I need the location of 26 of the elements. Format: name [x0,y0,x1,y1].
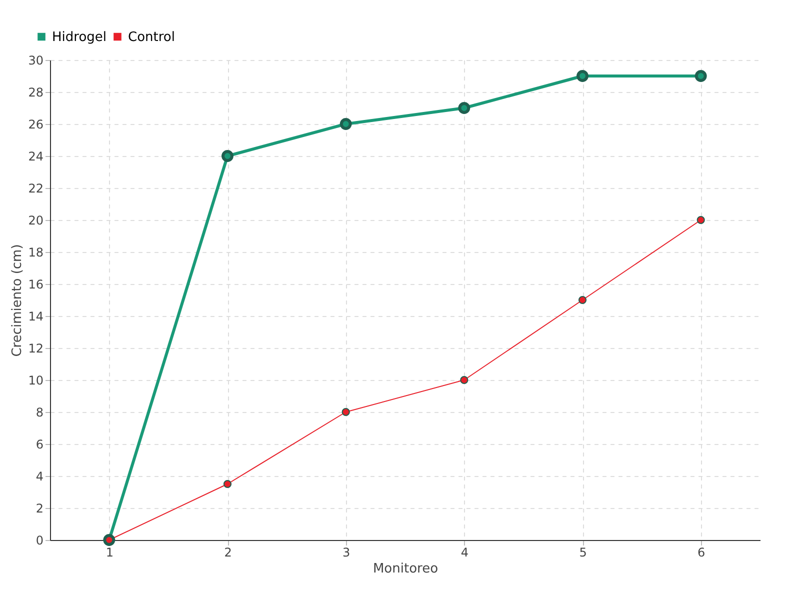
y-tick-label: 22 [28,182,44,196]
legend-label: Control [128,30,175,45]
y-tick-label: 18 [28,246,44,260]
y-axis-title: Crecimiento (cm) [10,244,26,357]
y-tick-label: 20 [28,214,44,228]
y-tick-label: 6 [36,438,44,452]
y-tick-label: 12 [28,342,44,356]
y-tick-label: 28 [28,86,44,100]
legend-label: Hidrogel [52,30,107,45]
x-tick-label: 5 [579,546,587,560]
y-tick-label: 0 [36,534,44,548]
y-tick-label: 4 [36,470,44,484]
x-tick-label: 6 [698,546,706,560]
y-tick-label: 24 [28,150,44,164]
y-tick-label: 16 [28,278,44,292]
x-tick-label: 1 [106,546,114,560]
x-axis-title: Monitoreo [372,562,438,576]
x-tick-label: 2 [224,546,232,560]
y-tick-label: 2 [36,502,44,516]
y-tick-label: 14 [28,310,44,324]
y-tick-label: 30 [28,54,44,68]
x-tick-label: 4 [460,546,468,560]
x-tick-label: 3 [342,546,350,560]
y-tick-label: 8 [36,406,44,420]
y-tick-label: 26 [28,118,44,132]
y-tick-label: 10 [28,374,44,388]
